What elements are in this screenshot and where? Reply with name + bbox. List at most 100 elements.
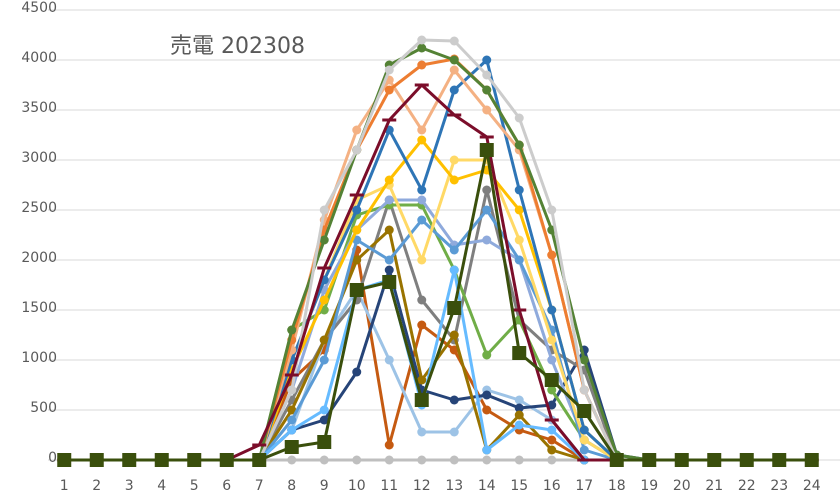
marker	[417, 43, 427, 53]
marker	[319, 415, 329, 425]
marker	[482, 235, 492, 245]
y-tick-label: 2500	[21, 200, 57, 216]
marker	[804, 453, 819, 467]
marker	[514, 140, 524, 150]
marker	[482, 85, 492, 95]
series-line	[64, 138, 812, 462]
marker	[449, 455, 459, 465]
x-tick-label: 21	[705, 478, 723, 494]
marker	[417, 60, 427, 70]
x-tick-label: 1	[60, 478, 69, 494]
marker	[319, 405, 329, 415]
marker	[349, 283, 364, 297]
x-tick-label: 19	[640, 478, 658, 494]
marker	[417, 195, 427, 205]
marker	[319, 455, 329, 465]
marker	[384, 265, 394, 275]
marker	[352, 225, 362, 235]
marker	[482, 390, 492, 400]
marker	[449, 395, 459, 405]
x-tick-label: 23	[770, 478, 788, 494]
marker	[384, 65, 394, 75]
marker	[287, 455, 297, 465]
marker	[319, 235, 329, 245]
chart-title: 売電 202308	[170, 34, 305, 59]
x-tick-label: 24	[803, 478, 821, 494]
marker	[252, 453, 267, 467]
marker	[417, 255, 427, 265]
marker	[482, 205, 492, 215]
marker	[482, 105, 492, 115]
marker	[707, 453, 722, 467]
y-tick-label: 0	[48, 450, 57, 466]
series-line	[64, 188, 812, 462]
x-tick-label: 6	[222, 478, 231, 494]
marker	[547, 445, 557, 455]
marker	[547, 305, 557, 315]
marker	[319, 295, 329, 305]
marker	[449, 330, 459, 340]
marker	[449, 55, 459, 65]
marker	[384, 225, 394, 235]
marker	[512, 346, 527, 360]
x-tick-label: 13	[445, 478, 463, 494]
marker	[514, 255, 524, 265]
marker	[772, 453, 787, 467]
marker	[417, 455, 427, 465]
marker	[544, 373, 559, 387]
y-tick-label: 3000	[21, 150, 57, 166]
marker	[384, 440, 394, 450]
x-tick-label: 14	[478, 478, 496, 494]
marker	[352, 145, 362, 155]
marker	[449, 245, 459, 255]
x-tick-label: 2	[92, 478, 101, 494]
marker	[384, 355, 394, 365]
marker	[449, 175, 459, 185]
marker	[579, 385, 589, 395]
marker	[384, 175, 394, 185]
marker	[547, 205, 557, 215]
marker	[287, 325, 297, 335]
marker	[417, 185, 427, 195]
marker	[352, 455, 362, 465]
marker	[609, 453, 624, 467]
marker	[352, 125, 362, 135]
y-tick-label: 2000	[21, 250, 57, 266]
marker	[382, 275, 397, 289]
x-tick-label: 16	[543, 478, 561, 494]
marker	[479, 143, 494, 157]
x-tick-label: 10	[348, 478, 366, 494]
marker	[514, 410, 524, 420]
marker	[547, 335, 557, 345]
marker	[579, 445, 589, 455]
marker	[319, 205, 329, 215]
marker	[514, 455, 524, 465]
marker	[417, 125, 427, 135]
marker	[319, 335, 329, 345]
marker	[317, 435, 332, 449]
marker	[352, 367, 362, 377]
marker	[122, 453, 137, 467]
marker	[579, 355, 589, 365]
marker	[514, 235, 524, 245]
marker	[674, 453, 689, 467]
marker	[287, 385, 297, 395]
marker	[514, 205, 524, 215]
x-tick-label: 5	[190, 478, 199, 494]
marker	[547, 435, 557, 445]
marker	[417, 427, 427, 437]
marker	[514, 113, 524, 123]
marker	[187, 453, 202, 467]
marker	[417, 215, 427, 225]
marker	[287, 425, 297, 435]
marker	[414, 393, 429, 407]
x-tick-label: 12	[413, 478, 431, 494]
marker	[482, 185, 492, 195]
marker	[547, 355, 557, 365]
x-tick-label: 17	[575, 478, 593, 494]
marker	[547, 455, 557, 465]
x-tick-label: 4	[157, 478, 166, 494]
marker	[57, 453, 72, 467]
y-tick-label: 1500	[21, 300, 57, 316]
